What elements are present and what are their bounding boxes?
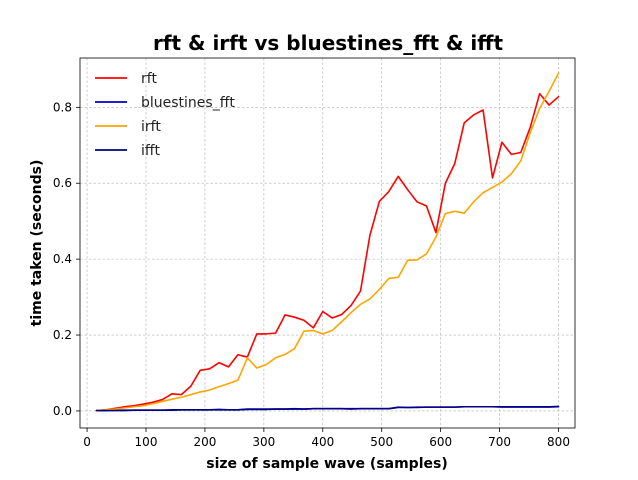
y-ticks: 0.0 0.2 0.4 0.6 0.8: [53, 100, 80, 418]
x-tick-label: 300: [252, 435, 275, 449]
x-ticks: 0 100 200 300 400 500 600 700 800: [83, 428, 570, 449]
x-tick-label: 0: [83, 435, 91, 449]
x-tick-label: 100: [135, 435, 158, 449]
x-tick-label: 600: [429, 435, 452, 449]
x-tick-label: 800: [547, 435, 570, 449]
x-tick-label: 400: [311, 435, 334, 449]
chart-title: rft & irft vs bluestines_fft & ifft: [153, 31, 504, 55]
y-tick-label: 0.4: [53, 252, 72, 266]
y-tick-label: 0.0: [53, 404, 72, 418]
y-tick-label: 0.8: [53, 100, 72, 114]
legend-label-rft: rft: [141, 71, 157, 87]
legend-label-irft: irft: [141, 119, 161, 135]
grid: [80, 58, 575, 428]
legend-label-bluestines-fft: bluestines_fft: [141, 95, 235, 111]
y-tick-label: 0.6: [53, 176, 72, 190]
legend-label-ifft: ifft: [141, 143, 161, 159]
series-line-rft: [95, 92, 560, 412]
x-tick-label: 700: [488, 435, 511, 449]
x-axis-label: size of sample wave (samples): [206, 456, 447, 472]
y-tick-label: 0.2: [53, 328, 72, 342]
y-axis-label: time taken (seconds): [29, 160, 45, 327]
x-tick-label: 200: [193, 435, 216, 449]
plot-frame: [79, 57, 576, 429]
series-line-irft: [95, 72, 560, 412]
series-layer: [95, 72, 560, 412]
series-line-ifft: [95, 405, 560, 412]
x-tick-label: 500: [370, 435, 393, 449]
